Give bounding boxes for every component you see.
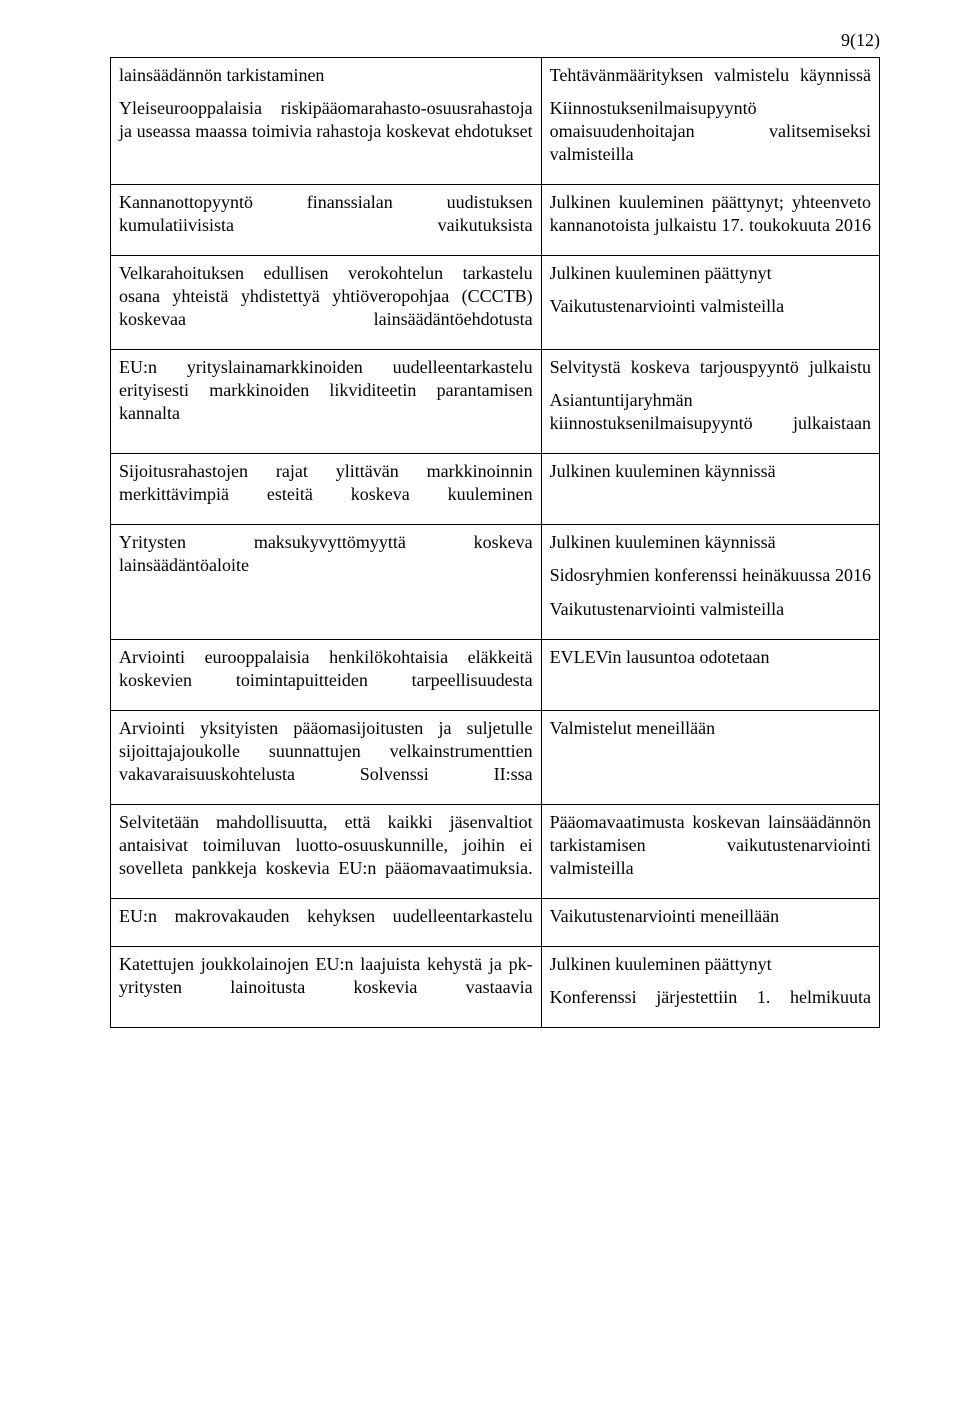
cell-paragraph: Julkinen kuuleminen käynnissä bbox=[550, 531, 871, 554]
right-cell: Julkinen kuuleminen päättynyt Konferenssi… bbox=[541, 946, 879, 1027]
cell-paragraph: Selvitystä koskeva tarjouspyyntö julkais… bbox=[550, 356, 871, 379]
left-cell: Kannanottopyyntö finanssialan uudistukse… bbox=[111, 185, 542, 256]
cell-paragraph: Julkinen kuuleminen päättynyt bbox=[550, 262, 871, 285]
table-row: Arviointi eurooppalaisia henkilökohtaisi… bbox=[111, 639, 880, 710]
left-cell: EU:n yrityslainamarkkinoiden uudelleenta… bbox=[111, 350, 542, 454]
cell-paragraph: Valmistelut meneillään bbox=[550, 717, 871, 740]
cell-paragraph: Julkinen kuuleminen päättynyt; yhteenvet… bbox=[550, 191, 871, 237]
right-cell: Selvitystä koskeva tarjouspyyntö julkais… bbox=[541, 350, 879, 454]
left-cell: lainsäädännön tarkistaminen Yleiseurooppa… bbox=[111, 58, 542, 185]
page-number: 9(12) bbox=[110, 30, 880, 51]
cell-paragraph: Kiinnostuksenilmaisupyyntö omaisuudenhoi… bbox=[550, 97, 871, 166]
left-cell: Katettujen joukkolainojen EU:n laajuista… bbox=[111, 946, 542, 1027]
table-row: Katettujen joukkolainojen EU:n laajuista… bbox=[111, 946, 880, 1027]
cell-paragraph: Julkinen kuuleminen päättynyt bbox=[550, 953, 871, 976]
cell-paragraph: Asiantuntijaryhmän kiinnostuksenilmaisup… bbox=[550, 389, 871, 435]
cell-paragraph: Vaikutustenarviointi valmisteilla bbox=[550, 295, 871, 318]
table-row: Selvitetään mahdollisuutta, että kaikki … bbox=[111, 804, 880, 898]
right-cell: Julkinen kuuleminen käynnissä Sidosryhmie… bbox=[541, 525, 879, 639]
table-body: lainsäädännön tarkistaminen Yleiseurooppa… bbox=[111, 58, 880, 1028]
cell-paragraph: Selvitetään mahdollisuutta, että kaikki … bbox=[119, 811, 533, 880]
right-cell: Pääomavaatimusta koskevan lainsäädännön … bbox=[541, 804, 879, 898]
left-cell: Sijoitusrahastojen rajat ylittävän markk… bbox=[111, 454, 542, 525]
cell-paragraph: Vaikutustenarviointi meneillään bbox=[550, 905, 871, 928]
right-cell: Valmistelut meneillään bbox=[541, 710, 879, 804]
cell-paragraph: Sidosryhmien konferenssi heinäkuussa 201… bbox=[550, 564, 871, 587]
page: 9(12) lainsäädännön tarkistaminen Yleiseu… bbox=[0, 0, 960, 1068]
cell-paragraph: Pääomavaatimusta koskevan lainsäädännön … bbox=[550, 811, 871, 880]
cell-paragraph: Yleiseurooppalaisia riskipääomarahasto-o… bbox=[119, 97, 533, 143]
cell-paragraph: Katettujen joukkolainojen EU:n laajuista… bbox=[119, 953, 533, 999]
table-row: Yritysten maksukyvyttömyyttä koskeva lai… bbox=[111, 525, 880, 639]
cell-paragraph: EU:n makrovakauden kehyksen uudelleentar… bbox=[119, 905, 533, 928]
left-cell: EU:n makrovakauden kehyksen uudelleentar… bbox=[111, 898, 542, 946]
cell-paragraph: Julkinen kuuleminen käynnissä bbox=[550, 460, 871, 483]
right-cell: Julkinen kuuleminen päättynyt Vaikutusten… bbox=[541, 256, 879, 350]
document-table: lainsäädännön tarkistaminen Yleiseurooppa… bbox=[110, 57, 880, 1028]
cell-paragraph: EVLEVin lausuntoa odotetaan bbox=[550, 646, 871, 669]
cell-paragraph: Sijoitusrahastojen rajat ylittävän markk… bbox=[119, 460, 533, 506]
cell-paragraph: Yritysten maksukyvyttömyyttä koskeva lai… bbox=[119, 531, 533, 577]
table-row: lainsäädännön tarkistaminen Yleiseurooppa… bbox=[111, 58, 880, 185]
cell-paragraph: Konferenssi järjestettiin 1. helmikuuta bbox=[550, 986, 871, 1009]
right-cell: Tehtävänmäärityksen valmistelu käynnissä… bbox=[541, 58, 879, 185]
cell-paragraph: Arviointi eurooppalaisia henkilökohtaisi… bbox=[119, 646, 533, 692]
table-row: Kannanottopyyntö finanssialan uudistukse… bbox=[111, 185, 880, 256]
table-row: Sijoitusrahastojen rajat ylittävän markk… bbox=[111, 454, 880, 525]
cell-paragraph: Tehtävänmäärityksen valmistelu käynnissä bbox=[550, 64, 871, 87]
right-cell: EVLEVin lausuntoa odotetaan bbox=[541, 639, 879, 710]
table-row: Velkarahoituksen edullisen verokohtelun … bbox=[111, 256, 880, 350]
cell-paragraph: Vaikutustenarviointi valmisteilla bbox=[550, 598, 871, 621]
right-cell: Vaikutustenarviointi meneillään bbox=[541, 898, 879, 946]
table-row: EU:n yrityslainamarkkinoiden uudelleenta… bbox=[111, 350, 880, 454]
cell-paragraph: Arviointi yksityisten pääomasijoitusten … bbox=[119, 717, 533, 786]
table-row: EU:n makrovakauden kehyksen uudelleentar… bbox=[111, 898, 880, 946]
left-cell: Arviointi yksityisten pääomasijoitusten … bbox=[111, 710, 542, 804]
left-cell: Arviointi eurooppalaisia henkilökohtaisi… bbox=[111, 639, 542, 710]
right-cell: Julkinen kuuleminen päättynyt; yhteenvet… bbox=[541, 185, 879, 256]
left-cell: Yritysten maksukyvyttömyyttä koskeva lai… bbox=[111, 525, 542, 639]
cell-paragraph: EU:n yrityslainamarkkinoiden uudelleenta… bbox=[119, 356, 533, 425]
left-cell: Selvitetään mahdollisuutta, että kaikki … bbox=[111, 804, 542, 898]
table-row: Arviointi yksityisten pääomasijoitusten … bbox=[111, 710, 880, 804]
cell-paragraph: Velkarahoituksen edullisen verokohtelun … bbox=[119, 262, 533, 331]
cell-paragraph: Kannanottopyyntö finanssialan uudistukse… bbox=[119, 191, 533, 237]
left-cell: Velkarahoituksen edullisen verokohtelun … bbox=[111, 256, 542, 350]
right-cell: Julkinen kuuleminen käynnissä bbox=[541, 454, 879, 525]
cell-paragraph: lainsäädännön tarkistaminen bbox=[119, 64, 533, 87]
